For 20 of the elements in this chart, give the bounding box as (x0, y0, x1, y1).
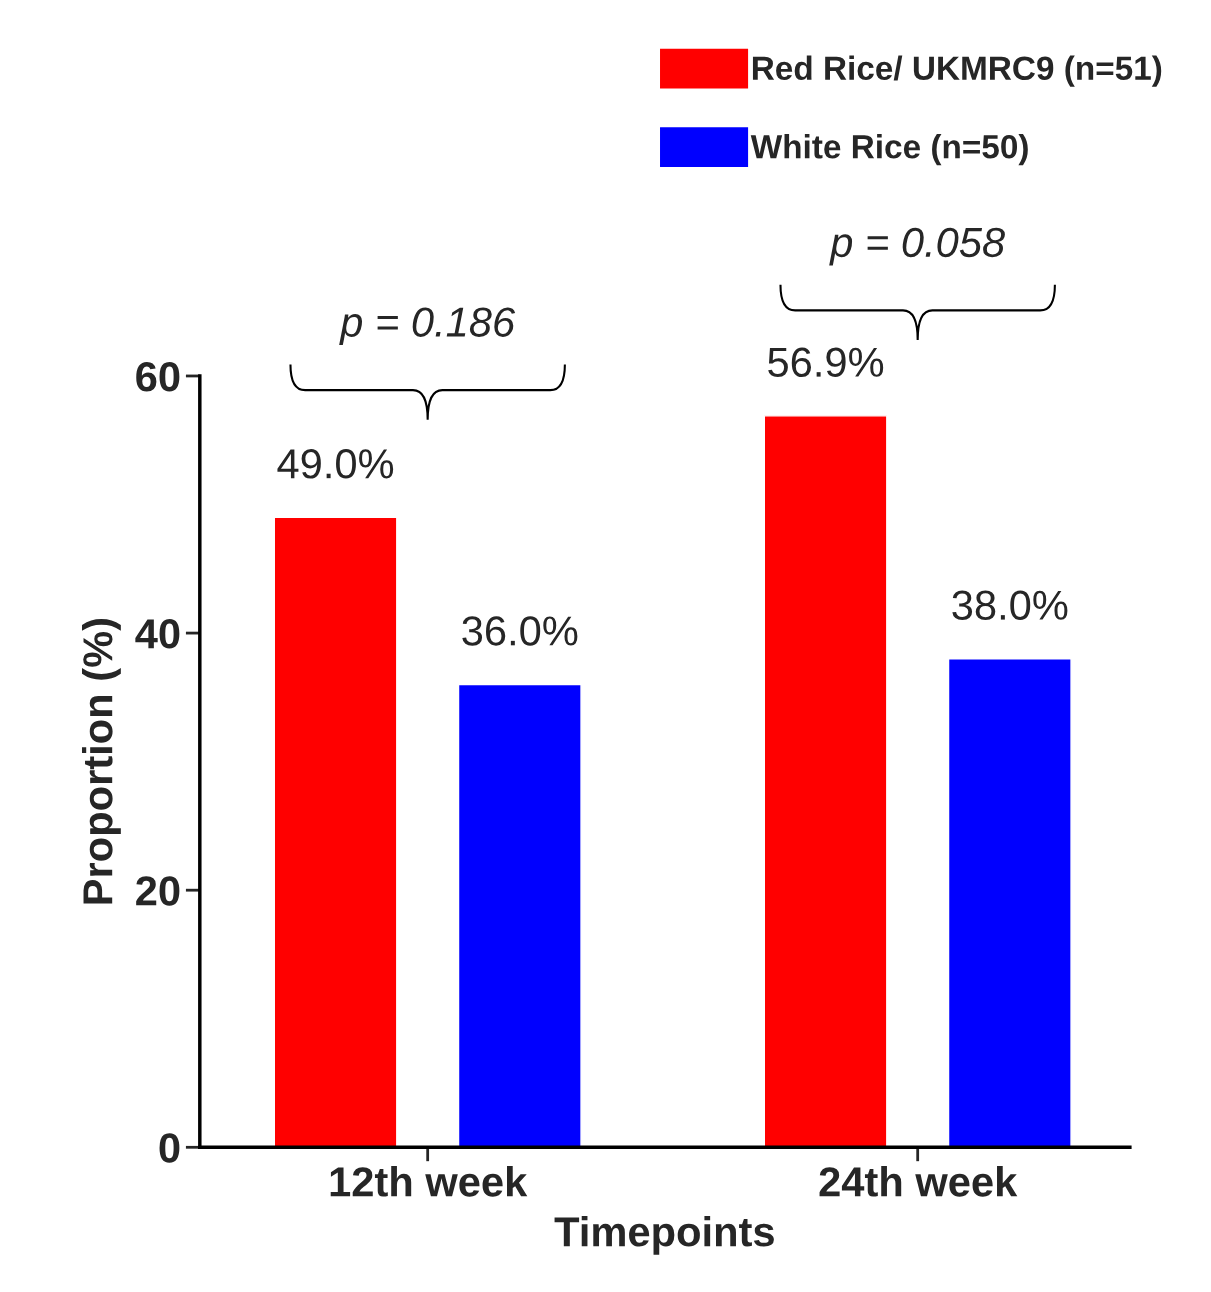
data-label: 56.9% (768, 347, 884, 378)
data-label: 38.0% (952, 590, 1068, 620)
x-tick-label: 24th week (819, 1166, 1018, 1197)
y-axis-title: Proportion (%) (81, 619, 121, 904)
y-tick-label: 0 (159, 1133, 180, 1163)
x-tick-label: 12th week (330, 1166, 528, 1197)
text: p = 0.186 (339, 307, 516, 346)
bar (457, 683, 582, 1148)
bar (273, 516, 398, 1148)
y-tick-label: 60 (136, 361, 180, 392)
y-tick-label: 20 (136, 876, 180, 906)
text: p = 0.058 (829, 227, 1005, 266)
data-label: 49.0% (277, 449, 394, 479)
data-label: 36.0% (462, 616, 578, 646)
bar (947, 658, 1072, 1148)
legend-label: Red Rice/ UKMRC9 (n=51) (752, 55, 1162, 87)
x-axis-title: Timepoints (554, 1216, 774, 1255)
y-tick-label: 40 (135, 619, 180, 649)
legend-label: White Rice (n=50) (750, 134, 1028, 166)
bar (763, 415, 888, 1148)
